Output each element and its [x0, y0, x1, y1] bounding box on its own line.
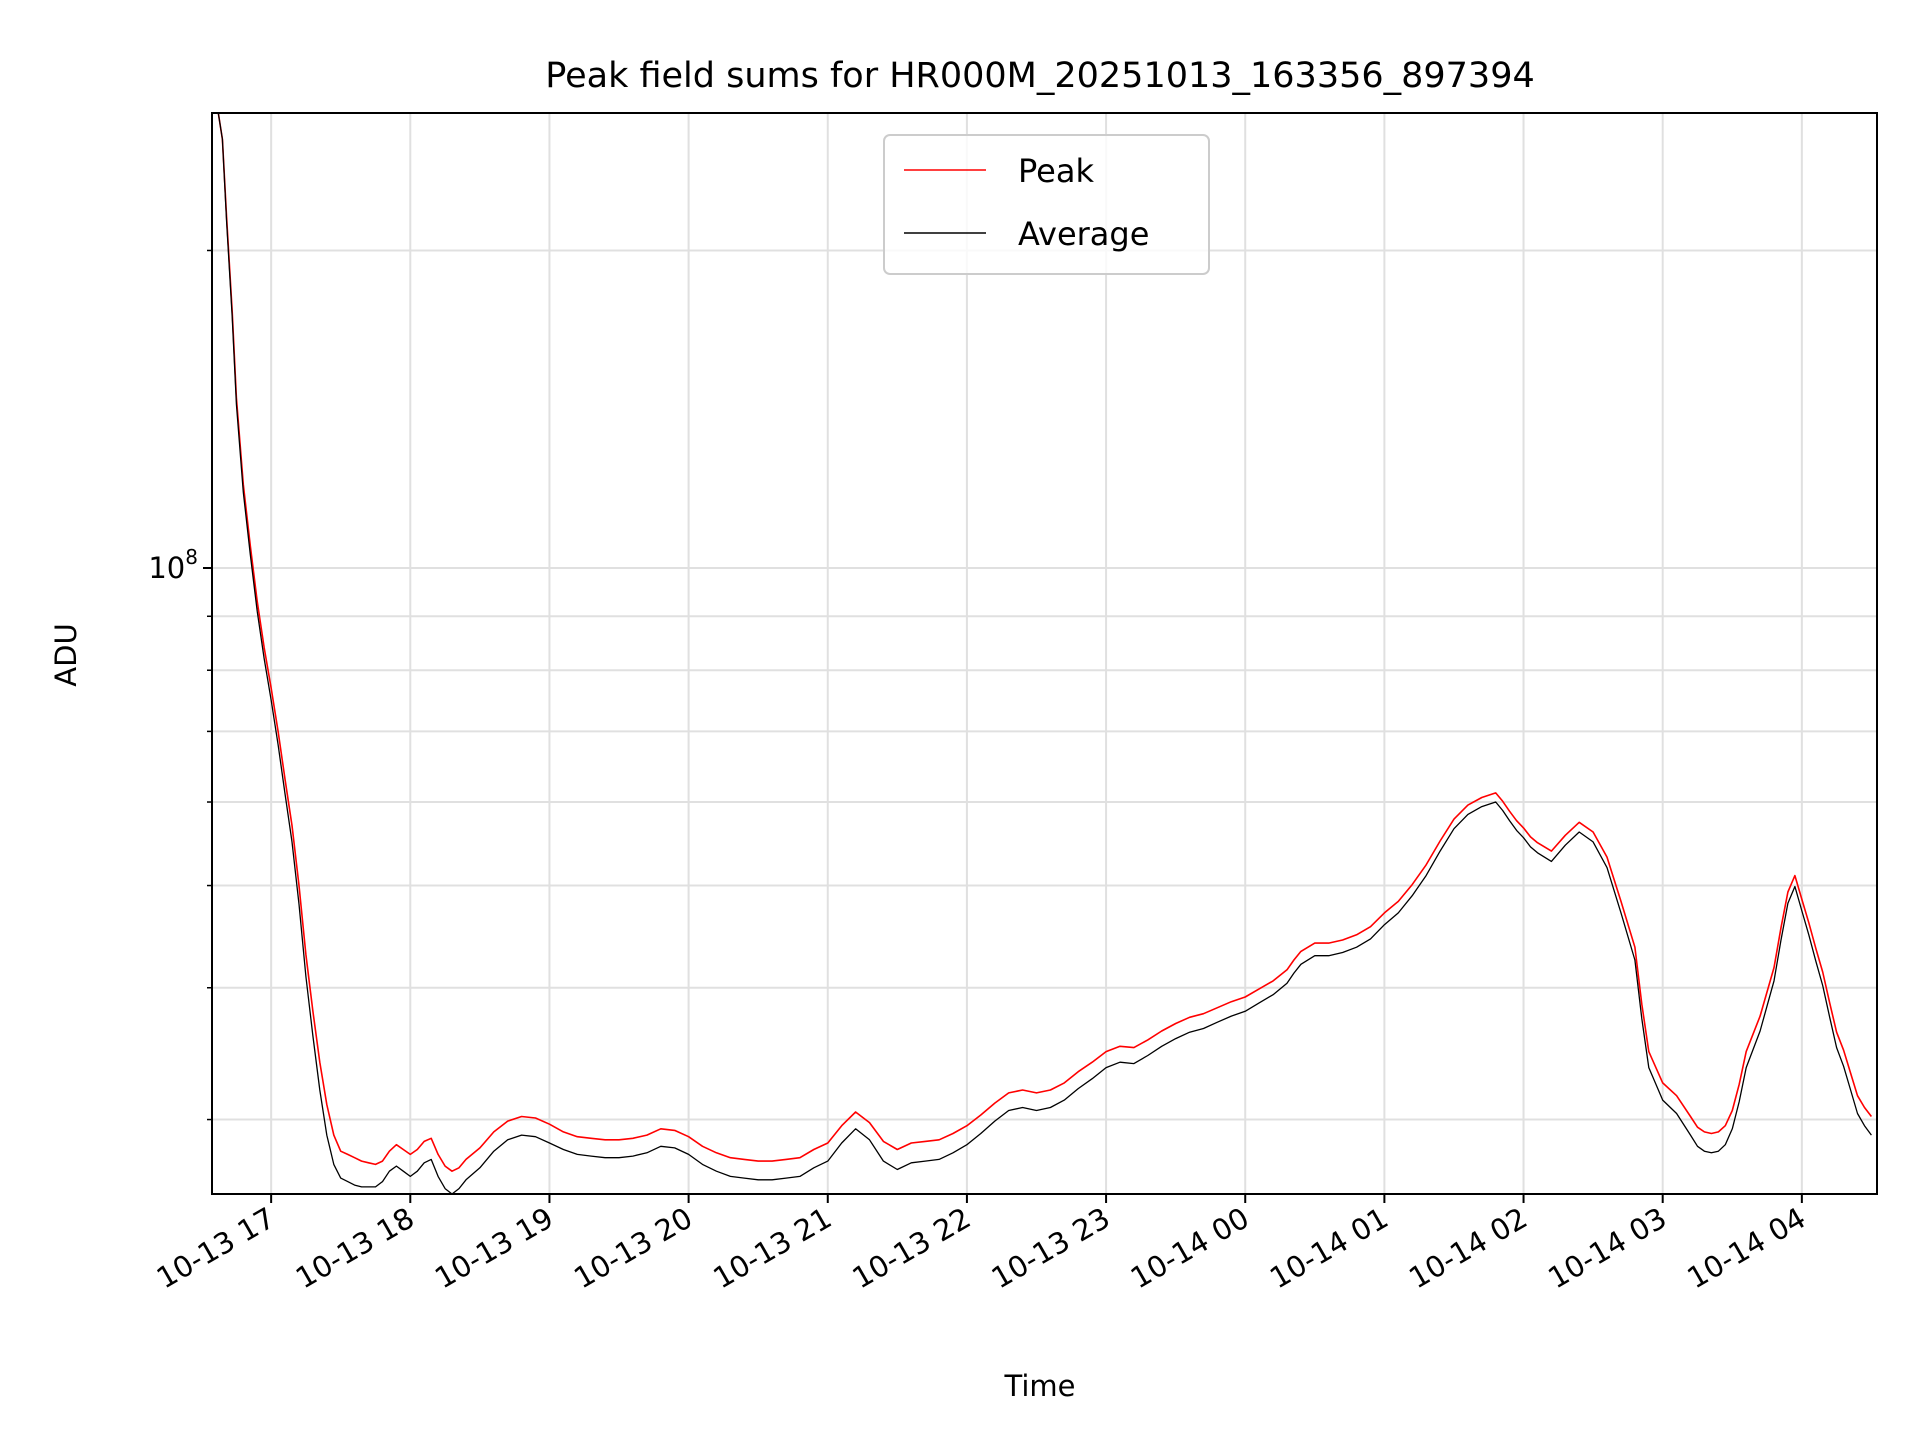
chart-title: Peak field sums for HR000M_20251013_1633…: [545, 56, 1535, 96]
y-axis-label: ADU: [49, 623, 83, 686]
series-line-peak: [217, 113, 1873, 1172]
y-tick-label-base: 10: [148, 551, 185, 585]
y-tick-label: 108: [148, 545, 198, 585]
legend-peak-label: Peak: [1018, 152, 1094, 190]
legend: Peak Average: [883, 134, 1210, 275]
y-tick-label-exponent: 8: [185, 545, 198, 569]
x-axis-label: Time: [1004, 1369, 1076, 1403]
legend-average-label: Average: [1018, 215, 1149, 253]
series-layer: [217, 113, 1873, 1194]
plot-frame: [211, 112, 1878, 1195]
grid-lines: [212, 113, 1877, 1194]
series-line-average: [217, 113, 1872, 1194]
